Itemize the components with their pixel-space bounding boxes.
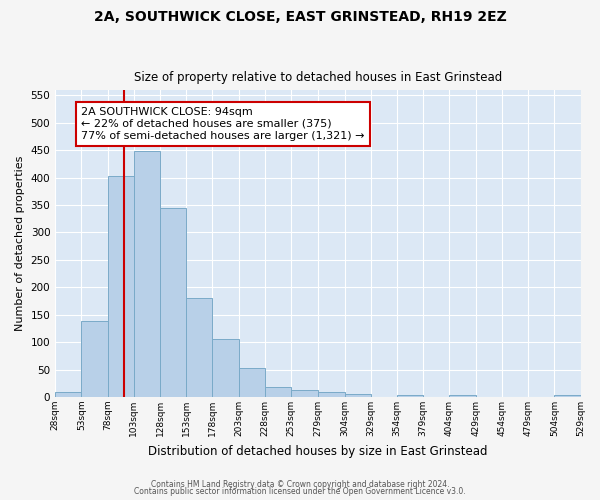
Bar — [82, 322, 107, 397]
Bar — [449, 396, 476, 397]
Bar — [265, 387, 291, 397]
Title: Size of property relative to detached houses in East Grinstead: Size of property relative to detached ho… — [134, 72, 502, 85]
Text: Contains HM Land Registry data © Crown copyright and database right 2024.: Contains HM Land Registry data © Crown c… — [151, 480, 449, 489]
Bar — [186, 298, 212, 397]
Bar — [239, 368, 265, 397]
X-axis label: Distribution of detached houses by size in East Grinstead: Distribution of detached houses by size … — [148, 444, 488, 458]
Bar — [134, 150, 160, 397]
Bar — [319, 392, 344, 397]
Bar — [554, 395, 581, 397]
Bar — [55, 392, 82, 397]
Bar — [344, 394, 371, 397]
Text: 2A SOUTHWICK CLOSE: 94sqm
← 22% of detached houses are smaller (375)
77% of semi: 2A SOUTHWICK CLOSE: 94sqm ← 22% of detac… — [82, 108, 365, 140]
Bar — [291, 390, 319, 397]
Y-axis label: Number of detached properties: Number of detached properties — [15, 156, 25, 331]
Text: Contains public sector information licensed under the Open Government Licence v3: Contains public sector information licen… — [134, 488, 466, 496]
Bar — [160, 208, 186, 397]
Bar — [212, 340, 239, 397]
Text: 2A, SOUTHWICK CLOSE, EAST GRINSTEAD, RH19 2EZ: 2A, SOUTHWICK CLOSE, EAST GRINSTEAD, RH1… — [94, 10, 506, 24]
Bar — [397, 395, 423, 397]
Bar — [107, 176, 134, 397]
